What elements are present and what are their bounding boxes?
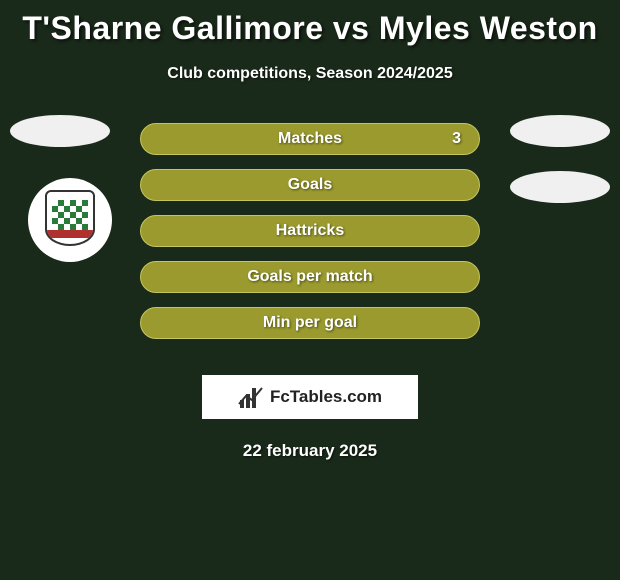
stat-row-goals-per-match: Goals per match [140,261,480,293]
comparison-section: Matches 3 Goals Hattricks Goals per matc… [0,123,620,353]
date-text: 22 february 2025 [0,441,620,461]
stat-label: Matches [278,130,342,148]
stat-value: 3 [452,130,461,148]
page-title: T'Sharne Gallimore vs Myles Weston [0,0,620,47]
stat-label: Hattricks [276,222,344,240]
brand-logo[interactable]: FcTables.com [202,375,418,419]
club-crest-icon [45,190,95,250]
player-photo-placeholder-right-2 [510,171,610,203]
stat-label: Goals per match [247,268,372,286]
fctables-icon [238,386,264,408]
club-logo-left [28,178,112,262]
subtitle: Club competitions, Season 2024/2025 [0,65,620,83]
brand-text: FcTables.com [270,387,382,407]
player-photo-placeholder-right-1 [510,115,610,147]
stat-rows: Matches 3 Goals Hattricks Goals per matc… [140,123,480,339]
stat-row-matches: Matches 3 [140,123,480,155]
stat-row-goals: Goals [140,169,480,201]
player-photo-placeholder-left [10,115,110,147]
stat-label: Goals [288,176,332,194]
stat-row-min-per-goal: Min per goal [140,307,480,339]
stat-label: Min per goal [263,314,357,332]
stat-row-hattricks: Hattricks [140,215,480,247]
